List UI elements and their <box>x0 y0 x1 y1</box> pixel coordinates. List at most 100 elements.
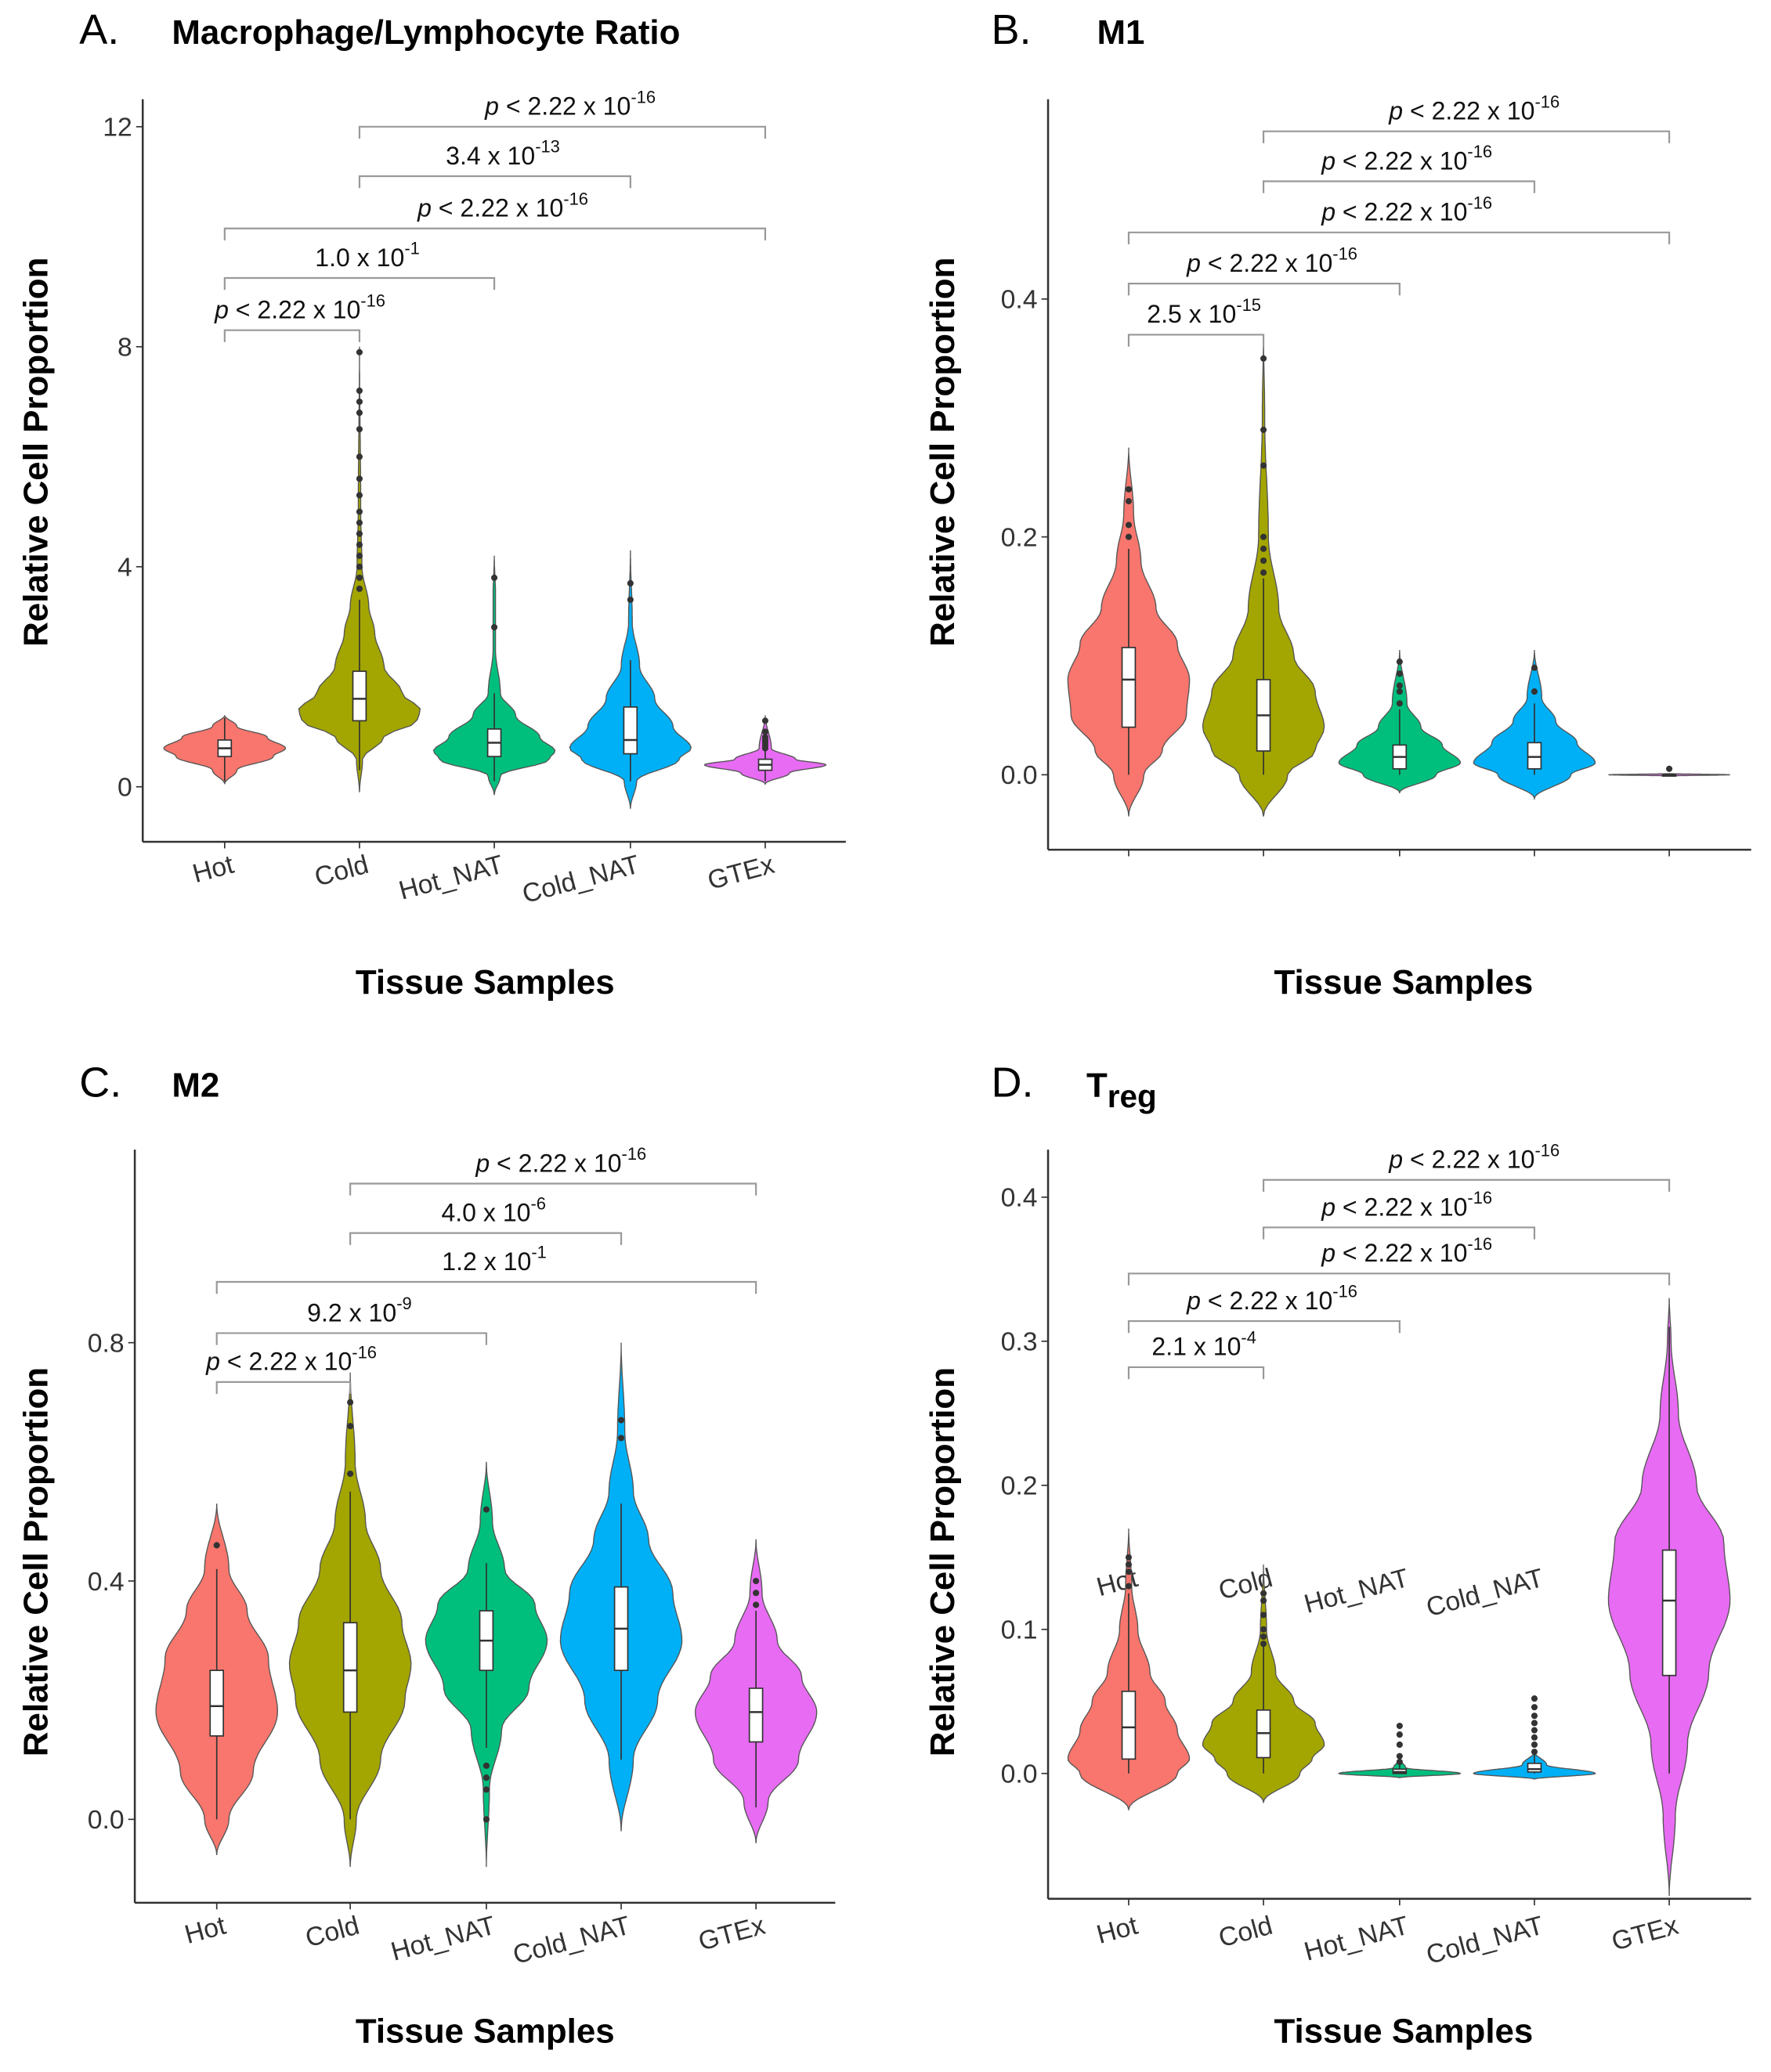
x-tick-label: Hot <box>1093 1563 1141 1602</box>
p-value-label: p < 2.22 x 10-16 <box>1388 92 1560 125</box>
outlier-point <box>627 579 634 587</box>
p-value-exponent: -16 <box>1332 1282 1357 1301</box>
outlier-point <box>356 541 363 548</box>
bracket-line <box>1127 1319 1401 1334</box>
p-value-exponent: -16 <box>1534 92 1560 111</box>
p-value-label: 3.4 x 10-13 <box>446 137 560 170</box>
y-tick-label: 0 <box>117 773 132 803</box>
panel-d: D. Treg 0.0 0.1 0.2 0.3 0.4 Relative Cell Propo… <box>923 1059 1751 2051</box>
x-tick-label: Cold <box>1216 1563 1276 1606</box>
outlier-point <box>356 387 363 395</box>
box-iqr <box>1121 647 1137 728</box>
violin-hot <box>155 1503 279 1856</box>
p-value-text: 2.1 x 10 <box>1151 1333 1241 1361</box>
violin-hot_nat <box>1338 649 1462 794</box>
outlier-point <box>356 519 363 526</box>
outlier-point <box>356 398 363 406</box>
outlier-point <box>356 508 363 515</box>
outlier-point <box>1531 688 1538 695</box>
panel-letter: A. <box>79 6 119 53</box>
bracket-line <box>215 1332 488 1345</box>
outlier-point <box>356 530 363 537</box>
bracket-line <box>223 227 767 240</box>
outlier-point <box>1396 670 1403 677</box>
outlier-point <box>1260 462 1267 469</box>
outlier-point <box>617 1417 625 1424</box>
violin-hot_nat <box>432 555 556 796</box>
outlier-point <box>1260 545 1267 552</box>
bracket-line <box>358 125 767 139</box>
outlier-point <box>483 1774 490 1781</box>
x-axis-title: Tissue Samples <box>1274 2012 1534 2051</box>
outlier-point <box>753 1590 760 1597</box>
p-value-label: 2.5 x 10-15 <box>1147 295 1261 328</box>
x-tick-label: Cold <box>1216 1911 1276 1954</box>
p-value-label: p < 2.22 x 10-16 <box>475 1144 646 1177</box>
violin-cold_nat <box>569 550 692 809</box>
p-value-text: 4.0 x 10 <box>441 1198 530 1226</box>
p-value-text: < 2.22 x 10 <box>236 296 360 324</box>
panel-title: M1 <box>1097 13 1144 52</box>
bracket-line <box>223 276 496 291</box>
y-tick-label: 0.2 <box>1001 1471 1038 1501</box>
outlier-point <box>1531 1727 1538 1734</box>
outlier-point <box>1125 1583 1133 1590</box>
outlier-point <box>1396 1722 1403 1730</box>
box-iqr <box>1121 1691 1137 1760</box>
panel-title-subscript: reg <box>1108 1078 1157 1114</box>
p-value-text: < 2.22 x 10 <box>497 1149 621 1177</box>
y-tick-label: 0.3 <box>1001 1327 1038 1357</box>
box-iqr <box>342 1622 358 1713</box>
p-value-exponent: -16 <box>563 189 588 208</box>
comparison-bracket: p < 2.22 x 10-16 <box>1127 244 1401 296</box>
violin-hot_nat <box>425 1461 548 1868</box>
p-value-label: p < 2.22 x 10-16 <box>205 1342 377 1375</box>
box-iqr <box>1527 742 1542 770</box>
p-value-exponent: -16 <box>1332 244 1357 264</box>
panel-title-main: T <box>1086 1067 1108 1105</box>
p-value-label: p < 2.22 x 10-16 <box>1186 1282 1357 1315</box>
comparison-bracket: p < 2.22 x 10-16 <box>205 1342 377 1395</box>
p-value-exponent: -16 <box>1467 1234 1492 1254</box>
outlier-point <box>1396 682 1403 689</box>
p-symbol: p <box>1186 249 1208 277</box>
outlier-point <box>617 1435 625 1442</box>
bracket-line <box>223 329 361 342</box>
violin-hot <box>1067 447 1191 817</box>
outlier-point <box>1125 1554 1133 1561</box>
outlier-point <box>761 734 769 741</box>
p-value-text: < 2.22 x 10 <box>1343 1239 1467 1267</box>
comparison-bracket: 1.0 x 10-1 <box>223 239 496 291</box>
outlier-point <box>1125 522 1133 529</box>
p-value-text: 9.2 x 10 <box>307 1298 396 1327</box>
outlier-point <box>1531 1695 1538 1702</box>
outlier-point <box>1125 533 1133 540</box>
x-tick-label: Hot <box>182 1911 230 1950</box>
outlier-point <box>1125 498 1133 505</box>
outlier-point <box>1260 569 1267 576</box>
outlier-point <box>1260 1612 1267 1619</box>
p-value-exponent: -6 <box>530 1193 545 1213</box>
y-axis-title: Relative Cell Proportion <box>923 1367 962 1756</box>
outlier-point <box>483 1816 490 1823</box>
p-symbol: p <box>1186 1287 1208 1315</box>
outlier-point <box>491 623 498 631</box>
p-symbol: p <box>1321 1193 1343 1221</box>
x-tick-label: Cold <box>302 1911 363 1954</box>
panel-letter: C. <box>79 1059 121 1106</box>
violin-cold <box>288 1372 412 1868</box>
panel-c: C. M2 0.0 0.4 0.8 Relative Cell Proportion Tis… <box>17 1059 836 2051</box>
p-value-label: p < 2.22 x 10-16 <box>1388 1140 1560 1173</box>
box-iqr <box>623 706 638 755</box>
violin-cold_nat <box>1473 649 1596 801</box>
violin-hot <box>163 715 287 785</box>
p-value-text: < 2.22 x 10 <box>1208 1287 1332 1315</box>
panel-title-main: M1 <box>1097 13 1144 52</box>
violin-cold <box>1202 334 1325 817</box>
p-value-exponent: -4 <box>1241 1328 1256 1348</box>
outlier-point <box>1260 1597 1267 1605</box>
p-value-label: p < 2.22 x 10-16 <box>1321 193 1492 226</box>
box-iqr <box>209 1670 224 1737</box>
y-tick-label: 0.4 <box>1001 285 1038 315</box>
